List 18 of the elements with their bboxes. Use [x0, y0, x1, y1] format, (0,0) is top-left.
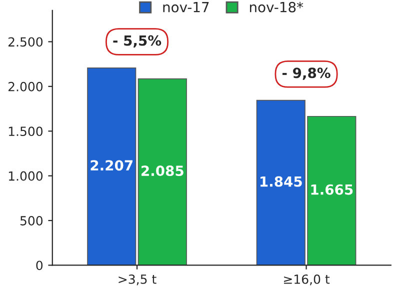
y-tick-label: 500: [20, 216, 43, 226]
y-tick-label: 0: [36, 260, 43, 270]
data-label: 1.665: [311, 184, 353, 195]
y-tick-label: 2.000: [8, 82, 43, 92]
bar: [138, 78, 187, 266]
y-tick-label: 1.500: [8, 126, 43, 136]
x-tick-label: ≥16,0 t: [284, 274, 330, 286]
x-tick-label: >3,5 t: [118, 274, 156, 286]
bar: [87, 67, 136, 266]
legend-label: nov-17: [163, 2, 209, 12]
y-tick-label: 1.000: [8, 171, 43, 181]
data-label: 2.207: [90, 160, 132, 171]
y-tick-label: 2.500: [8, 37, 43, 47]
data-label: 1.845: [260, 176, 302, 187]
annotation: - 5,5%: [113, 35, 162, 48]
data-label: 2.085: [142, 166, 184, 176]
annotation: - 9,8%: [282, 68, 330, 80]
legend-label: nov-18*: [250, 2, 304, 12]
